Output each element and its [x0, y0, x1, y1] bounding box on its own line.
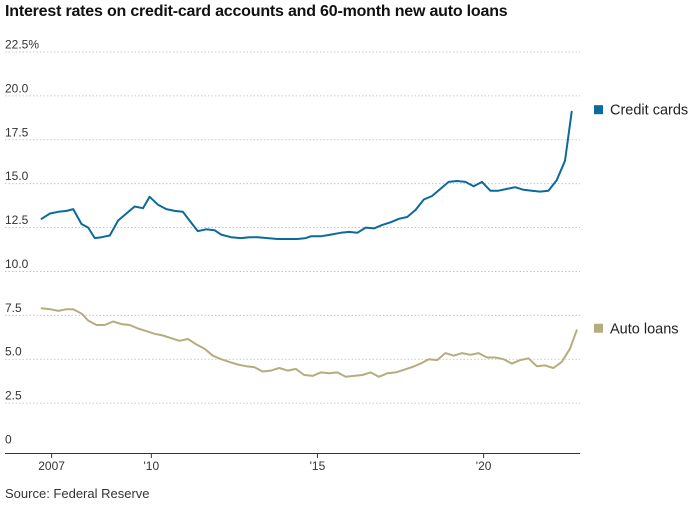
x-tick-label: '10	[143, 459, 159, 473]
y-tick-label: 22.5%	[5, 38, 39, 52]
y-tick-label: 10.0	[5, 257, 29, 271]
chart-title: Interest rates on credit-card accounts a…	[5, 3, 508, 20]
y-axis-tick-labels: 0 2.5 5.0 7.5 10.0 12.5 15.0 17.5 20.0 22.5%	[5, 38, 39, 447]
y-tick-label: 0	[5, 433, 12, 447]
legend-label-credit-cards: Credit cards	[610, 103, 688, 119]
y-tick-label: 12.5	[5, 213, 29, 227]
legend-swatch-credit-cards	[594, 105, 603, 115]
y-tick-label: 20.0	[5, 81, 29, 95]
grid-lines	[5, 51, 580, 404]
chart-source: Source: Federal Reserve	[5, 486, 150, 501]
y-tick-label: 7.5	[5, 301, 22, 315]
series-line-credit-cards	[40, 110, 573, 240]
x-tick-label: 2007	[38, 459, 65, 473]
y-tick-label: 2.5	[5, 389, 22, 403]
y-tick-label: 15.0	[5, 169, 29, 183]
x-tick-label: '20	[476, 459, 492, 473]
series-line-auto-loans	[40, 307, 578, 378]
x-tick-label: '15	[310, 459, 326, 473]
series-lines	[40, 110, 578, 378]
legend: Credit cards Auto loans	[594, 103, 688, 337]
legend-label-auto-loans: Auto loans	[610, 321, 679, 337]
y-tick-label: 17.5	[5, 125, 29, 139]
y-tick-label: 5.0	[5, 345, 22, 359]
legend-swatch-auto-loans	[594, 323, 603, 333]
x-axis: 2007 '10 '15 '20	[5, 453, 580, 473]
